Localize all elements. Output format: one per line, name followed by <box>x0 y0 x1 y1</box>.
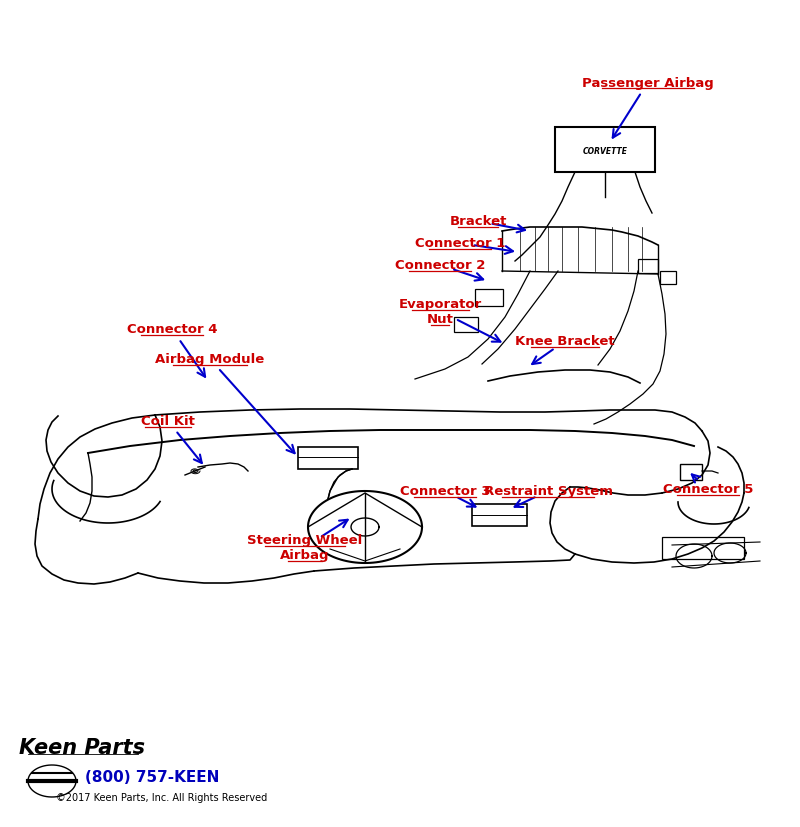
Bar <box>454 318 478 332</box>
Bar <box>638 260 658 274</box>
Text: Connector 5: Connector 5 <box>663 483 753 496</box>
Text: Keen Parts: Keen Parts <box>19 737 145 757</box>
Text: Knee Bracket: Knee Bracket <box>515 335 615 348</box>
Text: (800) 757-KEEN: (800) 757-KEEN <box>85 770 219 785</box>
Bar <box>475 289 503 307</box>
Text: Connector 3: Connector 3 <box>400 485 490 498</box>
Text: Connector 4: Connector 4 <box>126 323 218 336</box>
Text: Coil Kit: Coil Kit <box>141 415 195 428</box>
Bar <box>660 272 676 284</box>
Text: Steering Wheel: Steering Wheel <box>247 533 362 547</box>
Text: Airbag Module: Airbag Module <box>155 353 265 366</box>
Text: Connector 2: Connector 2 <box>395 259 485 272</box>
Text: Bracket: Bracket <box>450 215 506 228</box>
Text: Passenger Airbag: Passenger Airbag <box>582 76 714 89</box>
Bar <box>662 538 744 559</box>
Text: Restraint System: Restraint System <box>483 485 613 498</box>
Bar <box>680 465 702 480</box>
Text: Evaporator: Evaporator <box>398 298 482 311</box>
Bar <box>472 504 527 526</box>
Text: Nut: Nut <box>426 313 454 326</box>
Bar <box>555 128 655 173</box>
Text: Airbag: Airbag <box>280 548 330 562</box>
Text: ©2017 Keen Parts, Inc. All Rights Reserved: ©2017 Keen Parts, Inc. All Rights Reserv… <box>56 792 268 802</box>
Text: Connector 1: Connector 1 <box>415 237 505 251</box>
Text: CORVETTE: CORVETTE <box>582 146 627 155</box>
